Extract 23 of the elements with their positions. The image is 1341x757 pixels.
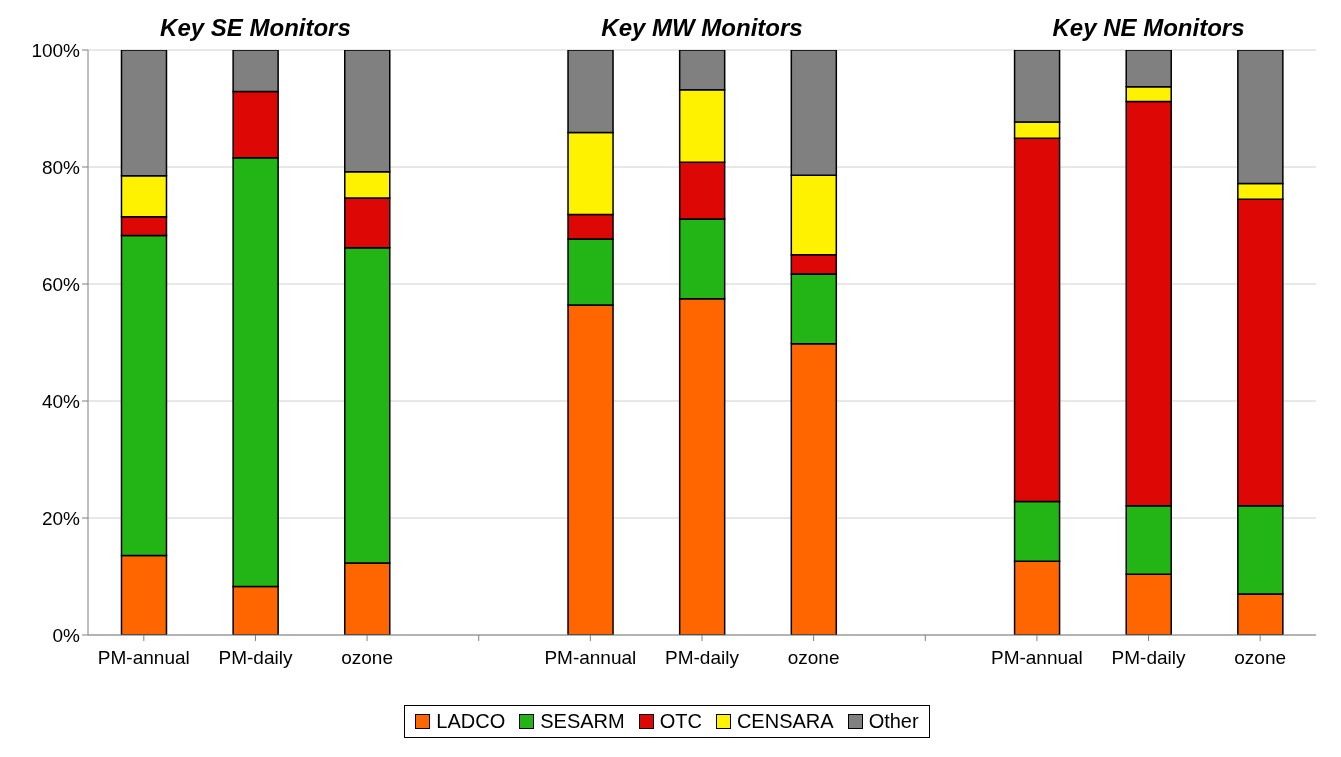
x-tick-label: PM-annual: [544, 647, 637, 669]
legend-label: CENSARA: [735, 710, 834, 733]
x-tick-label: PM-annual: [990, 647, 1083, 669]
text: Key NE Monitors: [1051, 14, 1246, 42]
y-tick-label: 80%: [41, 156, 81, 178]
legend-label: LADCO: [435, 710, 506, 733]
y-tick-label: 60%: [41, 273, 81, 295]
x-tick-label: PM-daily: [218, 647, 293, 669]
y-tick-label: 0%: [52, 624, 81, 646]
y-tick-label: 20%: [41, 507, 81, 529]
y-tick-label: 100%: [31, 39, 81, 61]
legend-label: SESARM: [539, 710, 625, 733]
y-tick-label: 40%: [41, 390, 81, 412]
x-tick-label: ozone: [341, 647, 393, 669]
x-tick-label: ozone: [787, 647, 840, 669]
legend-label: Other: [867, 710, 919, 733]
x-tick-label: PM-daily: [665, 647, 740, 669]
x-tick-label: PM-daily: [1111, 647, 1186, 669]
x-tick-label: PM-annual: [97, 647, 190, 669]
legend-label: OTC: [658, 710, 702, 733]
text: Key SE Monitors: [159, 14, 352, 42]
x-tick-label: ozone: [1234, 647, 1287, 669]
text: Key MW Monitors: [600, 14, 804, 42]
